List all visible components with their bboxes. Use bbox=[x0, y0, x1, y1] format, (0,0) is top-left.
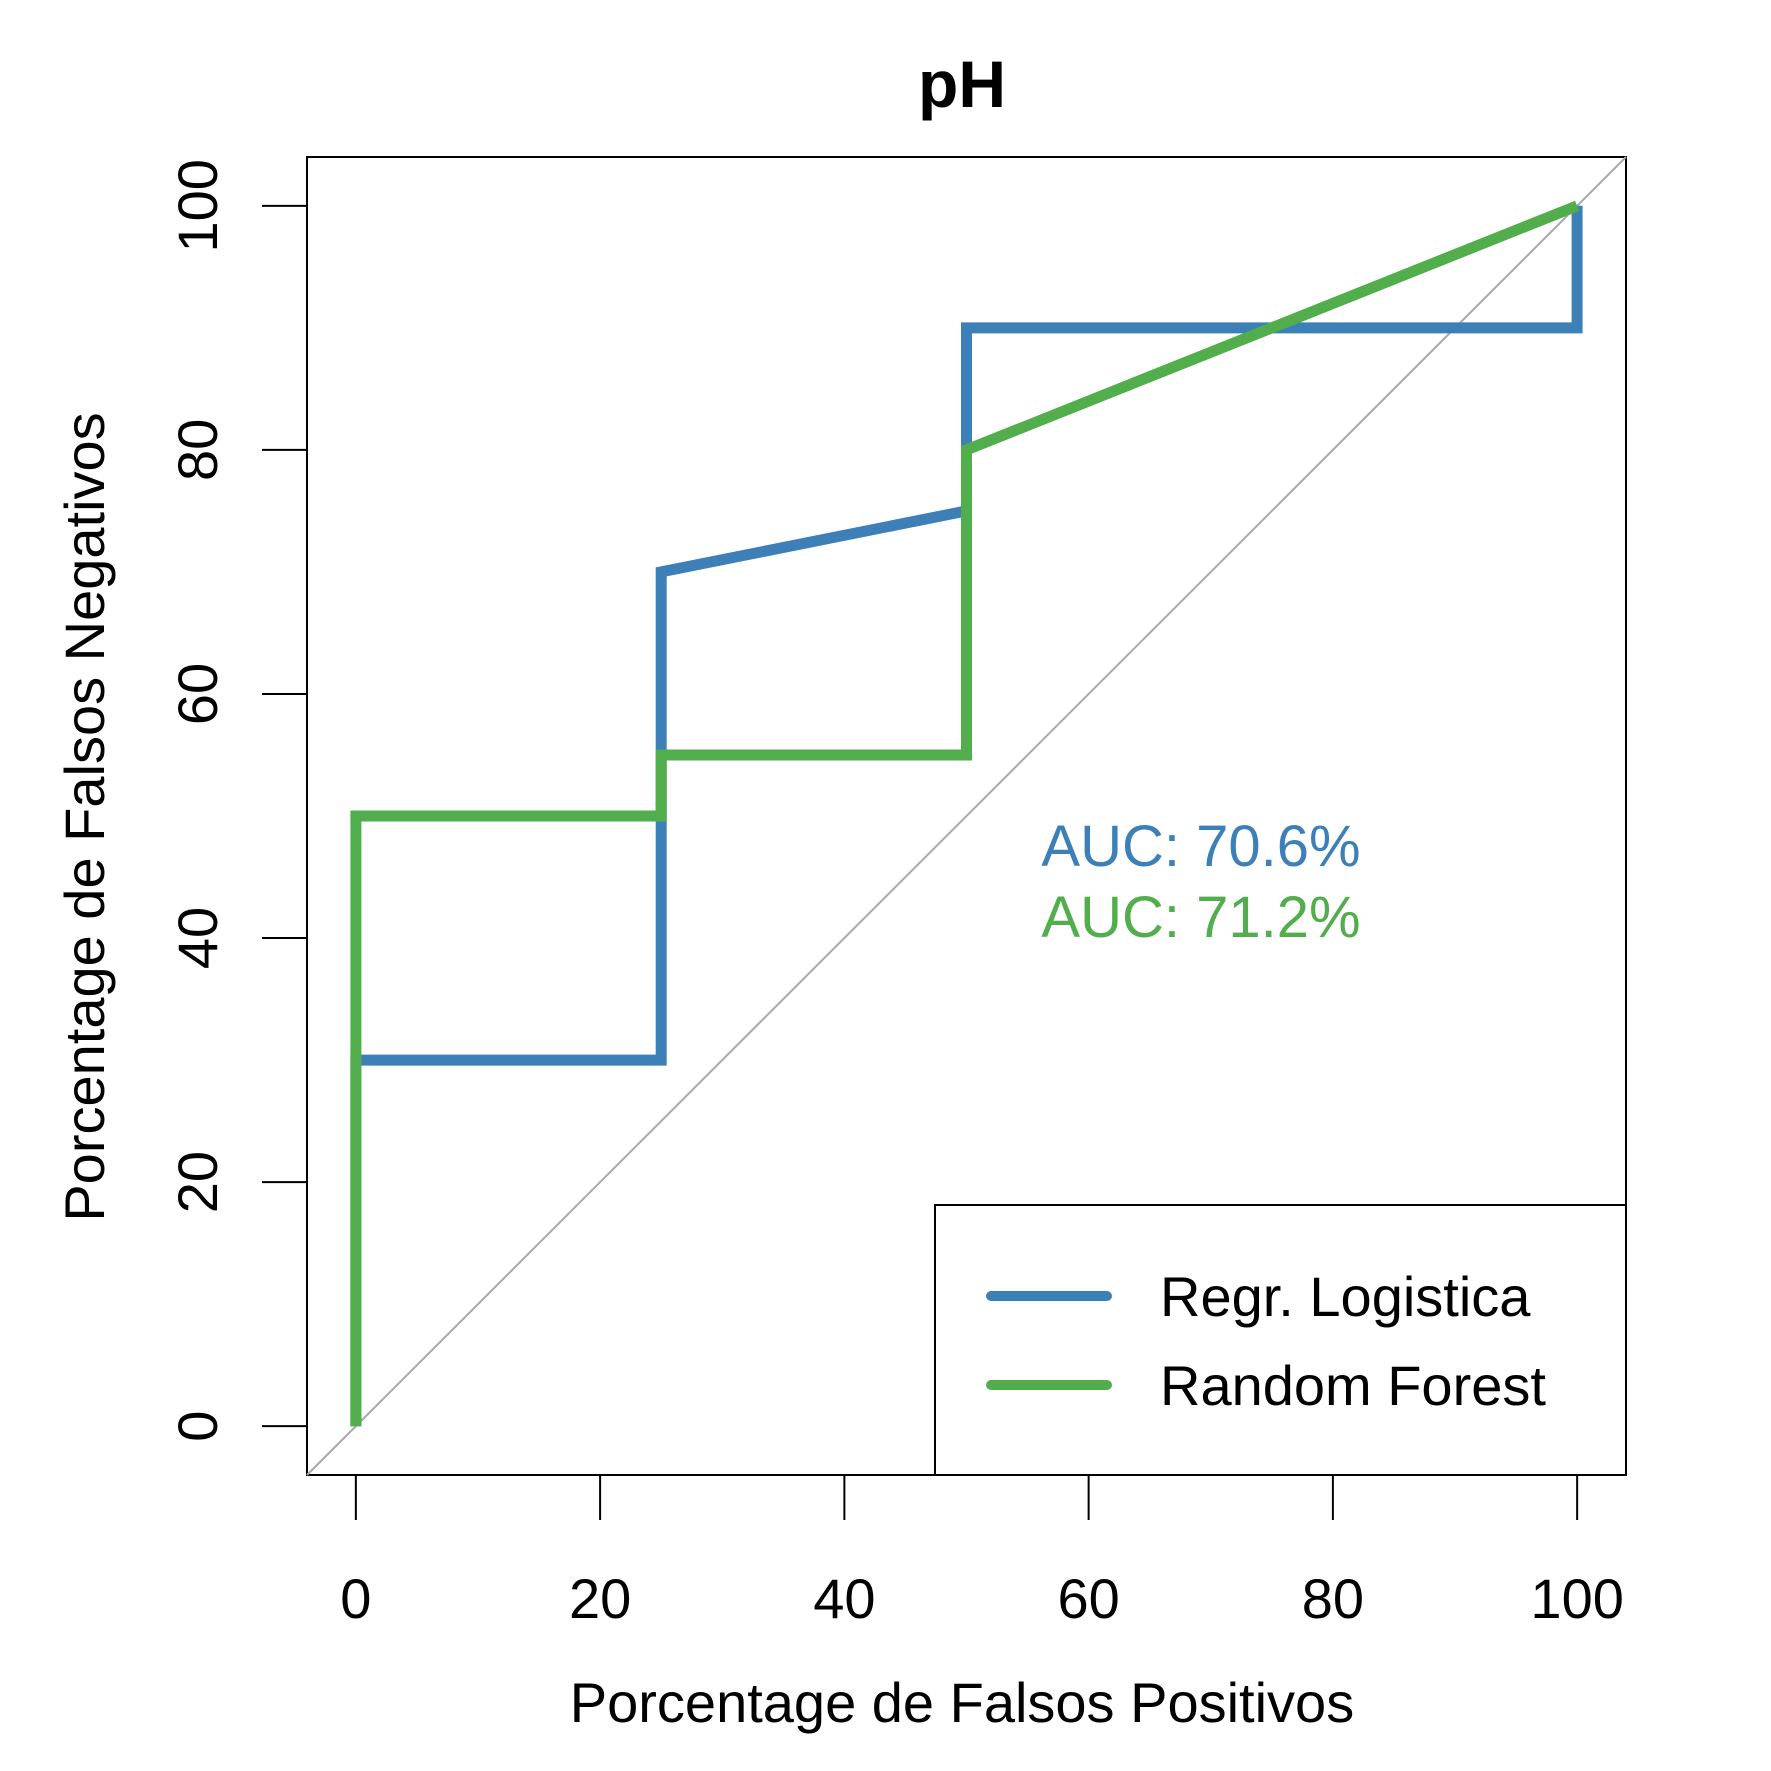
x-tick-label: 20 bbox=[569, 1567, 631, 1630]
x-tick-label: 100 bbox=[1530, 1567, 1623, 1630]
x-axis: 0 20 40 60 80 100 bbox=[340, 1474, 1624, 1630]
x-tick-label: 60 bbox=[1057, 1567, 1119, 1630]
series-line-regr-logistica bbox=[350, 205, 1583, 1427]
legend: Regr. Logistica Random Forest bbox=[934, 1204, 1627, 1476]
y-tick-label: 0 bbox=[166, 1411, 229, 1442]
reference-diagonal-line bbox=[306, 156, 1627, 1476]
x-tick-label: 80 bbox=[1302, 1567, 1364, 1630]
series-line-random-forest bbox=[350, 200, 1580, 1427]
x-axis-label: Porcentage de Falsos Positivos bbox=[570, 1671, 1354, 1734]
y-tick-label: 20 bbox=[166, 1151, 229, 1213]
y-axis: 0 20 40 60 80 100 bbox=[166, 159, 308, 1442]
y-tick-label: 80 bbox=[166, 419, 229, 481]
series-layer bbox=[350, 200, 1583, 1427]
y-tick-label: 40 bbox=[166, 907, 229, 969]
reference-diagonal-group bbox=[306, 156, 1627, 1476]
y-tick-label: 60 bbox=[166, 663, 229, 725]
y-axis-label: Porcentage de Falsos Negativos bbox=[53, 412, 116, 1221]
auc-label-regr-logistica: AUC: 70.6% bbox=[1041, 814, 1360, 879]
legend-label-regr-logistica: Regr. Logistica bbox=[1160, 1265, 1531, 1328]
x-tick-label: 0 bbox=[340, 1567, 371, 1630]
legend-box bbox=[934, 1204, 1627, 1476]
y-tick-label: 100 bbox=[166, 159, 229, 252]
chart-title: pH bbox=[918, 47, 1006, 121]
x-tick-label: 40 bbox=[813, 1567, 875, 1630]
auc-label-random-forest: AUC: 71.2% bbox=[1041, 885, 1360, 950]
legend-label-random-forest: Random Forest bbox=[1160, 1354, 1546, 1417]
